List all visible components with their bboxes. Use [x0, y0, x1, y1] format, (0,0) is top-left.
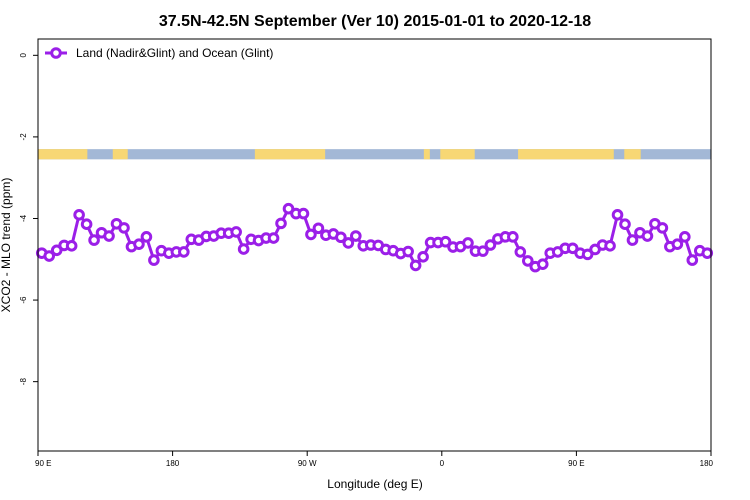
- x-tick-label: 180: [166, 459, 180, 468]
- legend-marker-swatch: [50, 47, 62, 59]
- legend-label: Land (Nadir&Glint) and Ocean (Glint): [76, 46, 273, 60]
- ocean-band: [38, 149, 711, 160]
- data-point-38: [312, 222, 325, 235]
- x-tick-label: 90 E: [568, 459, 584, 468]
- y-tick-label: -8: [19, 378, 28, 386]
- land-segment-7: [624, 149, 641, 160]
- y-tick-label: -2: [19, 133, 28, 141]
- data-point-20: [178, 246, 190, 258]
- data-point-43: [350, 230, 362, 242]
- y-axis: 0 -2 -4 -6 -8: [19, 53, 38, 386]
- data-point-41: [335, 231, 347, 244]
- data-point-78: [611, 209, 624, 221]
- data-point-52: [417, 251, 429, 263]
- data-point-32: [267, 232, 280, 244]
- plot-frame: [37, 38, 712, 452]
- data-point-6: [73, 209, 85, 221]
- data-point-61: [484, 239, 497, 251]
- data-point-72: [566, 242, 579, 255]
- data-point-3: [50, 244, 63, 257]
- x-axis: 90 E 180 90 W 0 90 E 180: [35, 451, 714, 468]
- data-point-7: [80, 218, 93, 230]
- land-segment-1: [38, 149, 88, 160]
- data-point-51: [409, 259, 422, 272]
- data-point-79: [619, 218, 631, 230]
- chart-title: 37.5N-42.5N September (Ver 10) 2015-01-0…: [159, 13, 591, 30]
- data-point-66: [521, 255, 534, 267]
- data-point-77: [604, 240, 616, 252]
- data-point-74: [581, 248, 594, 261]
- land-segment-2: [112, 149, 128, 160]
- y-tick-label: -4: [19, 214, 28, 222]
- data-point-14: [133, 238, 145, 250]
- plot-area: [35, 202, 714, 273]
- y-tick-label: -6: [19, 296, 28, 304]
- data-point-5: [65, 240, 78, 252]
- x-axis-label: Longitude (deg E): [327, 477, 422, 491]
- data-point-12: [118, 222, 130, 234]
- y-axis-label: XCO2 - MLO trend (ppm): [0, 178, 13, 313]
- legend: Land (Nadir&Glint) and Ocean (Glint): [45, 46, 273, 60]
- data-point-2: [43, 250, 56, 262]
- x-tick-label: 180: [700, 459, 714, 468]
- data-point-65: [514, 246, 527, 258]
- data-point-33: [275, 217, 287, 230]
- x-tick-label: 0: [440, 459, 445, 468]
- land-segment-4: [423, 149, 430, 160]
- data-point-88: [686, 254, 699, 266]
- x-tick-label: 90 E: [35, 459, 51, 468]
- data-point-37: [305, 228, 317, 241]
- x-tick-label: 90 W: [298, 459, 317, 468]
- data-point-90: [701, 247, 714, 259]
- data-point-55: [439, 235, 452, 248]
- data-point-34: [282, 202, 295, 215]
- data-point-27: [230, 226, 242, 238]
- data-point-64: [507, 231, 519, 243]
- data-point-86: [671, 238, 684, 250]
- data-point-60: [477, 245, 489, 257]
- data-point-8: [88, 234, 100, 246]
- data-point-87: [679, 231, 691, 243]
- data-point-28: [237, 243, 250, 255]
- land-ocean-mask: [38, 149, 711, 160]
- land-segment-5: [440, 149, 475, 160]
- land-segment-3: [254, 149, 326, 160]
- data-point-58: [462, 237, 474, 249]
- data-point-15: [140, 231, 153, 243]
- y-tick-label: 0: [19, 53, 28, 58]
- land-segment-6: [518, 149, 614, 160]
- data-point-16: [148, 254, 160, 266]
- data-point-84: [656, 222, 669, 234]
- data-point-82: [641, 230, 654, 242]
- data-point-80: [626, 234, 639, 246]
- data-point-42: [342, 237, 355, 249]
- data-point-68: [536, 258, 549, 270]
- data-point-10: [103, 230, 115, 242]
- data-point-36: [297, 207, 310, 220]
- data-point-50: [402, 245, 414, 258]
